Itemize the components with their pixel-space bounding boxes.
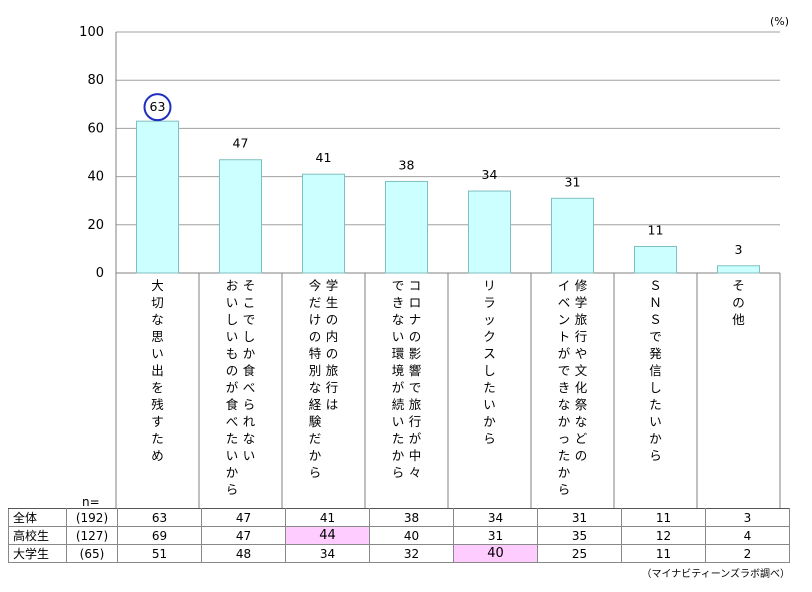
bar <box>385 180 428 274</box>
table-cell: 38 <box>369 508 454 527</box>
table-cell: 51 <box>117 544 202 563</box>
y-tick-label: 60 <box>87 121 104 136</box>
bar <box>219 159 262 274</box>
category-label: リラックスしたいから <box>483 278 496 446</box>
category-label: 修学旅行や文化祭などのイベントができなかったから <box>557 278 588 497</box>
table-row: 全体 (192) 63 47 41 38 34 31 11 3 <box>8 508 790 527</box>
sample-size-label: n= <box>82 495 100 509</box>
data-label: 41 <box>316 150 332 165</box>
category-label: 学生の内の旅行は今だけの特別な経験だから <box>308 278 339 480</box>
table-cell: 48 <box>201 544 286 563</box>
row-group-label: 高校生 <box>8 526 67 545</box>
table-cell: 47 <box>201 508 286 527</box>
table-cell: 11 <box>621 508 706 527</box>
table-cell: 2 <box>705 544 790 563</box>
table-cell: 32 <box>369 544 454 563</box>
bar <box>468 190 511 274</box>
data-label: 11 <box>648 222 664 237</box>
category-label: そこでしか食べられないおいしいものが食べたいから <box>225 278 256 497</box>
table-cell: 69 <box>117 526 202 545</box>
table-cell: 31 <box>537 508 622 527</box>
data-label: 31 <box>565 174 581 189</box>
table-row: 高校生 (127) 69 47 44 40 31 35 12 4 <box>8 526 790 545</box>
bar <box>551 197 594 274</box>
table-cell: 34 <box>453 508 538 527</box>
table-cell: 63 <box>117 508 202 527</box>
row-sample-size: (65) <box>66 544 118 563</box>
y-tick-label: 0 <box>96 266 104 281</box>
y-tick-label: 20 <box>87 218 104 233</box>
unit-label: (%) <box>770 15 790 28</box>
table-cell: 3 <box>705 508 790 527</box>
table-cell: 44 <box>285 526 370 545</box>
bar <box>634 245 677 274</box>
table-cell: 11 <box>621 544 706 563</box>
y-tick-label: 100 <box>79 25 104 40</box>
table-cell: 35 <box>537 526 622 545</box>
table-row: 大学生 (65) 51 48 34 32 40 25 11 2 <box>8 544 790 563</box>
data-label: 34 <box>482 167 498 182</box>
table-cell: 47 <box>201 526 286 545</box>
y-tick-label: 80 <box>87 73 104 88</box>
table-cell: 40 <box>453 544 538 563</box>
table-cell: 4 <box>705 526 790 545</box>
table-cell: 34 <box>285 544 370 563</box>
highlight-circle <box>143 93 172 122</box>
data-label: 47 <box>233 136 249 151</box>
source-note: （マイナビティーンズラボ調べ） <box>641 569 791 580</box>
bar <box>717 265 760 274</box>
table-cell: 25 <box>537 544 622 563</box>
category-label: その他 <box>732 278 745 327</box>
row-sample-size: (192) <box>66 508 118 527</box>
category-label: コロナの影響で旅行が中々できない環境が続いたから <box>391 278 422 480</box>
table-cell: 40 <box>369 526 454 545</box>
category-label: 大切な思い出を残すため <box>151 278 164 463</box>
y-tick-label: 40 <box>87 170 104 185</box>
data-label: 38 <box>399 157 415 172</box>
table-cell: 12 <box>621 526 706 545</box>
data-table: 全体 (192) 63 47 41 38 34 31 11 3 高校生 (127) 69 47 44 40 31… <box>8 508 790 563</box>
table-cell: 31 <box>453 526 538 545</box>
data-label: 63 <box>150 99 166 114</box>
table-cell: 41 <box>285 508 370 527</box>
row-sample-size: (127) <box>66 526 118 545</box>
bar <box>136 120 179 274</box>
row-group-label: 大学生 <box>8 544 67 563</box>
row-group-label: 全体 <box>8 508 67 527</box>
data-label: 3 <box>735 242 743 257</box>
bar <box>302 173 345 274</box>
